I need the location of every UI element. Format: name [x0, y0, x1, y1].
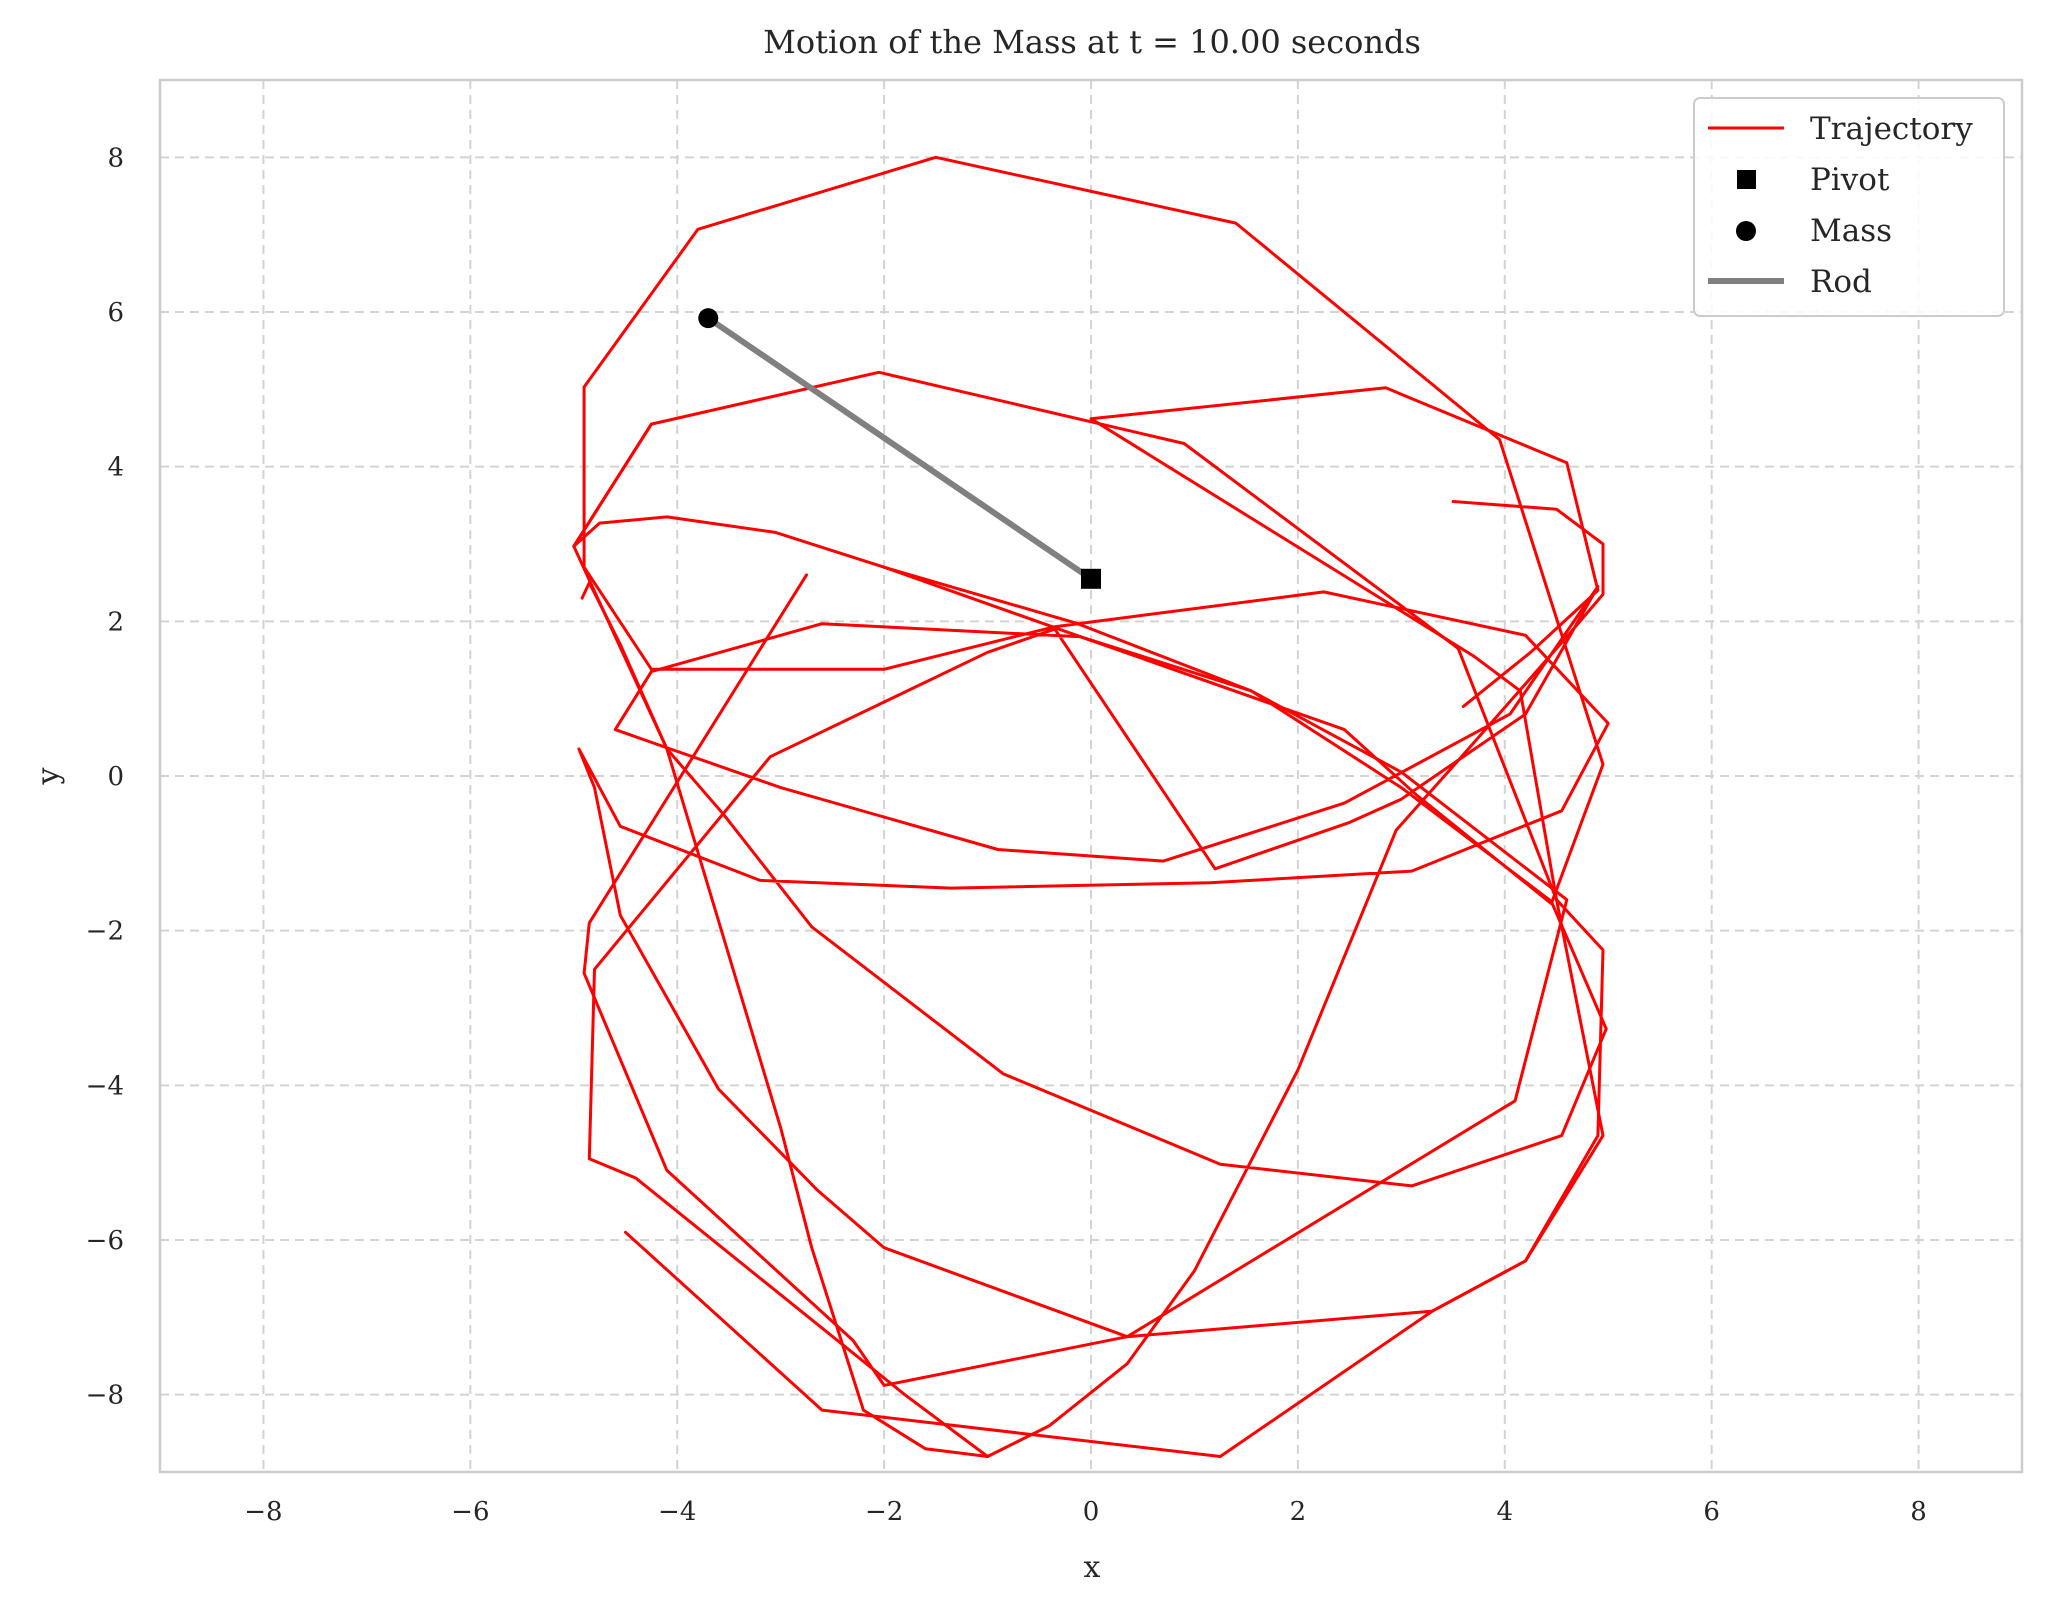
- y-axis-label: y: [31, 767, 66, 785]
- rod-line: [705, 315, 1094, 582]
- y-tick-label: 2: [107, 607, 124, 637]
- legend-box: [1693, 97, 2005, 317]
- legend-rod-label: Rod: [1810, 264, 1872, 300]
- legend-pivot-label: Pivot: [1810, 162, 1890, 198]
- x-tick-label: 8: [1910, 1497, 1927, 1527]
- y-tick-label: −4: [86, 1071, 124, 1101]
- x-tick-labels: −8 −6 −4 −2 0 2 4 6 8: [244, 1497, 1927, 1527]
- legend-trajectory-label: Trajectory: [1810, 111, 1973, 147]
- y-tick-label: 4: [107, 453, 124, 483]
- y-tick-label: 8: [107, 143, 124, 173]
- plot-data: [572, 155, 1610, 1458]
- x-tick-label: 6: [1703, 1497, 1720, 1527]
- chart-title: Motion of the Mass at t = 10.00 seconds: [763, 23, 1421, 61]
- x-tick-label: 2: [1290, 1497, 1307, 1527]
- trajectory-segment: [582, 565, 1569, 1387]
- y-tick-label: −2: [86, 917, 124, 947]
- y-tick-label: 6: [107, 298, 124, 328]
- plot-frame: [158, 78, 2024, 1474]
- pivot-marker: [1081, 568, 1101, 589]
- mass-marker: [698, 308, 719, 329]
- legend-mass-label: Mass: [1810, 213, 1892, 249]
- x-tick-label: −6: [451, 1497, 489, 1527]
- trajectory-segment: [624, 386, 1605, 1458]
- y-tick-label: −6: [86, 1226, 124, 1256]
- trajectory-segment: [572, 422, 990, 1458]
- x-tick-label: −4: [658, 1497, 696, 1527]
- legend: Trajectory Pivot Mass Rod: [1693, 97, 2005, 317]
- x-tick-label: 0: [1083, 1497, 1100, 1527]
- y-tick-labels: −8 −6 −4 −2 0 2 4 6 8: [86, 143, 124, 1410]
- x-axis-label: x: [1084, 1550, 1101, 1585]
- x-tick-label: 4: [1497, 1497, 1514, 1527]
- legend-pivot-swatch: [1737, 170, 1756, 189]
- x-tick-label: −2: [865, 1497, 903, 1527]
- y-tick-label: 0: [107, 762, 124, 792]
- legend-mass-swatch: [1736, 221, 1756, 241]
- x-tick-label: −8: [244, 1497, 282, 1527]
- y-tick-label: −8: [86, 1381, 124, 1411]
